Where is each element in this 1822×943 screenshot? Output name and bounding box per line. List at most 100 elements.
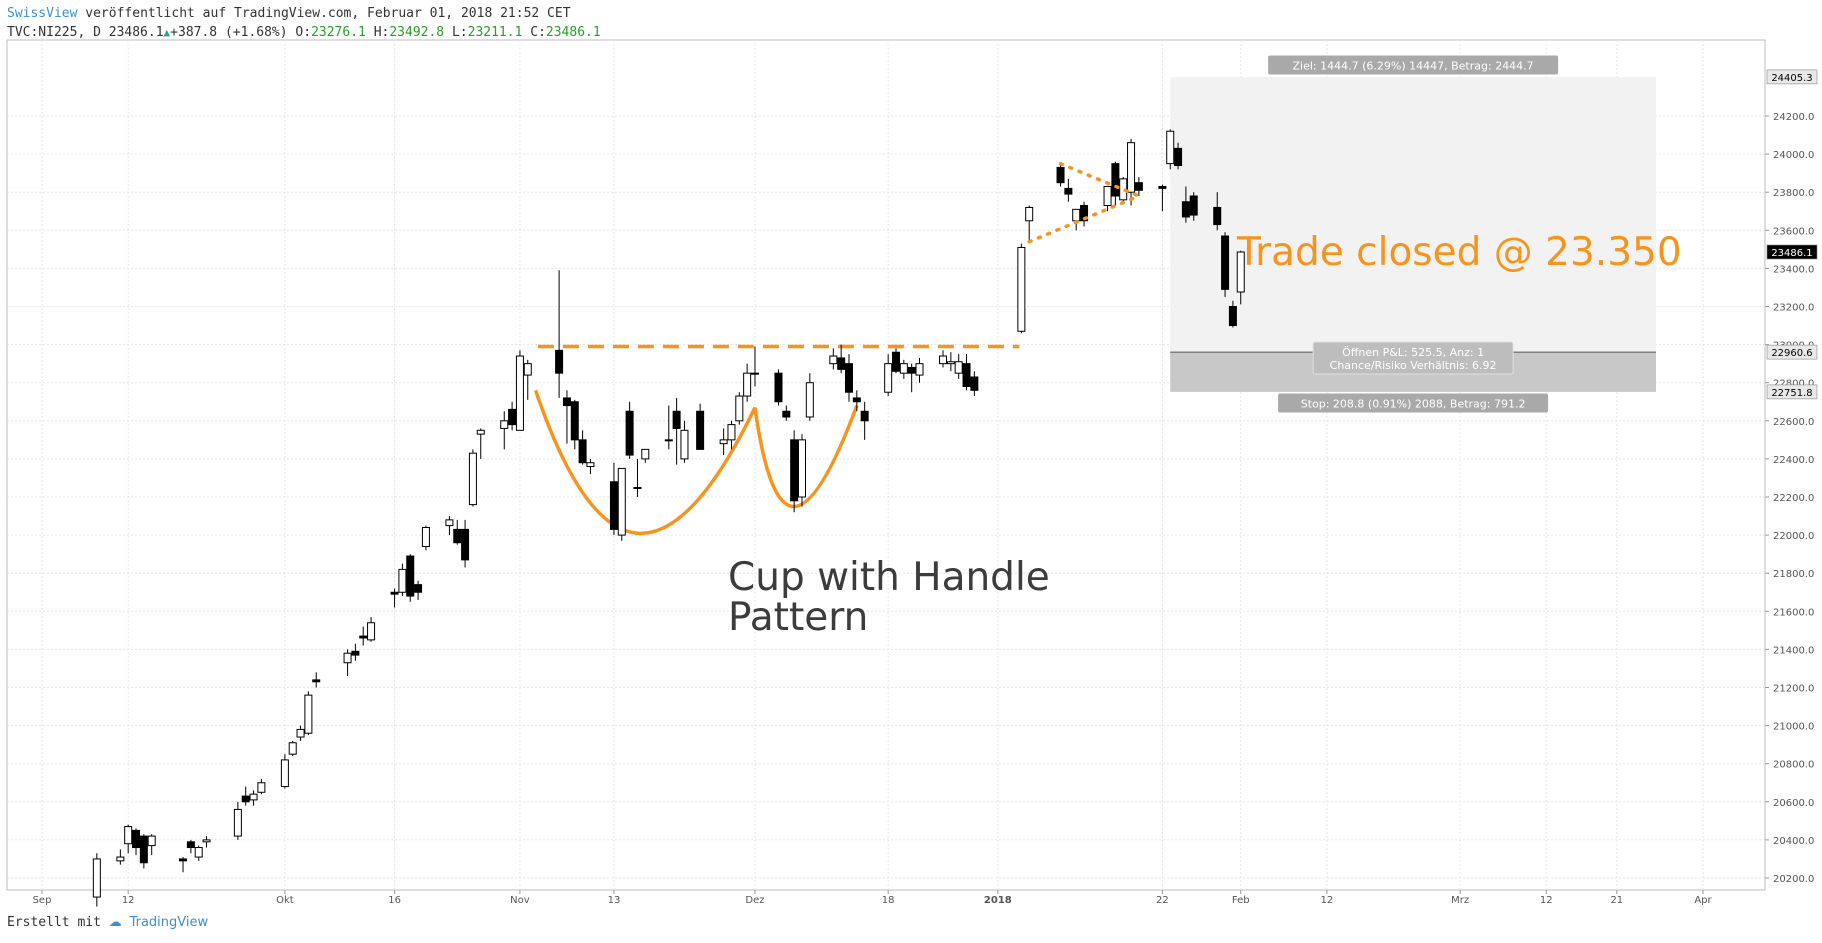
candle-body [116, 856, 125, 862]
y-tick-label: 21200.0 [1773, 684, 1814, 695]
y-tick-label: 21600.0 [1773, 607, 1814, 618]
candle [249, 790, 258, 806]
candle-body [1213, 206, 1222, 226]
candle [750, 346, 759, 387]
candle [476, 428, 485, 459]
candle [515, 350, 524, 431]
pattern-label-line1: Cup with Handle [728, 555, 1050, 600]
candle-body [139, 835, 148, 864]
candle [1221, 232, 1230, 297]
candle [672, 397, 681, 465]
candle-body [962, 363, 971, 388]
y-tick-label: 23600.0 [1773, 226, 1814, 237]
candle-body [468, 452, 477, 506]
candle-body [555, 349, 564, 374]
candle-body [970, 376, 979, 391]
triangle-lower-line [1027, 194, 1141, 244]
candle [954, 354, 963, 379]
candle [233, 801, 242, 840]
high-value: 23492.8 [389, 25, 445, 40]
candle-body [641, 448, 650, 460]
candle [1181, 186, 1190, 223]
y-tick-label: 23200.0 [1773, 303, 1814, 314]
candle [719, 428, 728, 456]
x-tick-label: 2018 [984, 895, 1012, 906]
stop-price-badge-text: 22751.8 [1771, 388, 1812, 399]
candle-body [617, 467, 626, 536]
candle-body [1064, 187, 1073, 195]
candle [570, 399, 579, 450]
candle [147, 834, 156, 856]
candle-body [1236, 251, 1245, 293]
candle [1236, 250, 1245, 305]
chart-grid [6, 39, 1766, 891]
x-tick-label: Okt [276, 895, 294, 906]
candle-body [280, 759, 289, 788]
publish-info: veröffentlicht auf TradingView.com, Febr… [85, 6, 571, 21]
candle [241, 786, 250, 806]
candle [797, 434, 806, 507]
candle [445, 516, 454, 536]
candle [288, 740, 297, 757]
candle-body [750, 372, 759, 375]
candle-body [625, 410, 634, 456]
y-tick-label: 20400.0 [1773, 836, 1814, 847]
candle-body [1103, 185, 1112, 207]
candle [1134, 176, 1143, 197]
x-tick-label: 12 [122, 895, 135, 906]
open-value: 23276.1 [311, 25, 366, 40]
candle [116, 849, 125, 865]
candle-body [414, 584, 423, 593]
candle-body [844, 363, 853, 393]
candle [578, 430, 587, 465]
candle [892, 348, 901, 374]
candle-body [147, 835, 156, 847]
candle-body [500, 420, 509, 429]
candle-body [1158, 185, 1167, 189]
y-tick-label: 21400.0 [1773, 645, 1814, 656]
candle [844, 354, 853, 402]
candle-body [92, 858, 101, 898]
y-tick-label: 20800.0 [1773, 760, 1814, 771]
x-tick-label: 18 [882, 895, 895, 906]
candle [860, 401, 869, 440]
x-tick-label: 16 [388, 895, 401, 906]
candle-body [1127, 142, 1136, 193]
candle [406, 554, 415, 602]
author-link[interactable]: SwissView [7, 6, 78, 21]
candle-body [946, 361, 955, 365]
candle [899, 359, 908, 379]
candle [696, 403, 705, 450]
candle [92, 853, 101, 907]
candle-body [1166, 130, 1175, 165]
candle-body [672, 410, 681, 429]
target-label-box [1268, 55, 1559, 75]
candle-body [249, 793, 258, 801]
candle-body [805, 382, 814, 418]
tradingview-logo-icon: ☁ [108, 915, 122, 930]
chart-footer: Erstellt mit ☁ TradingView [7, 915, 208, 930]
candle [1174, 142, 1183, 170]
candle [453, 519, 462, 545]
candle [562, 390, 571, 444]
target-price-badge-text: 24405.3 [1771, 73, 1812, 84]
candle-body [312, 679, 321, 683]
candle [468, 449, 477, 507]
candle [1064, 178, 1073, 202]
candle-body [1056, 166, 1065, 184]
candle-body [343, 652, 352, 664]
low-label: L: [451, 25, 468, 40]
tradingview-link[interactable]: TradingView [129, 915, 209, 930]
candle-body [1025, 206, 1034, 222]
candle-body [633, 486, 642, 489]
candle [421, 525, 430, 551]
candle-body [406, 555, 415, 597]
candle-body [1111, 163, 1120, 197]
pnl-box [1312, 341, 1514, 375]
candle-body [790, 439, 799, 502]
candle [586, 458, 595, 475]
last-price-badge-text: 23486.1 [1771, 248, 1812, 259]
candle [829, 348, 838, 370]
candle-body [186, 841, 195, 849]
